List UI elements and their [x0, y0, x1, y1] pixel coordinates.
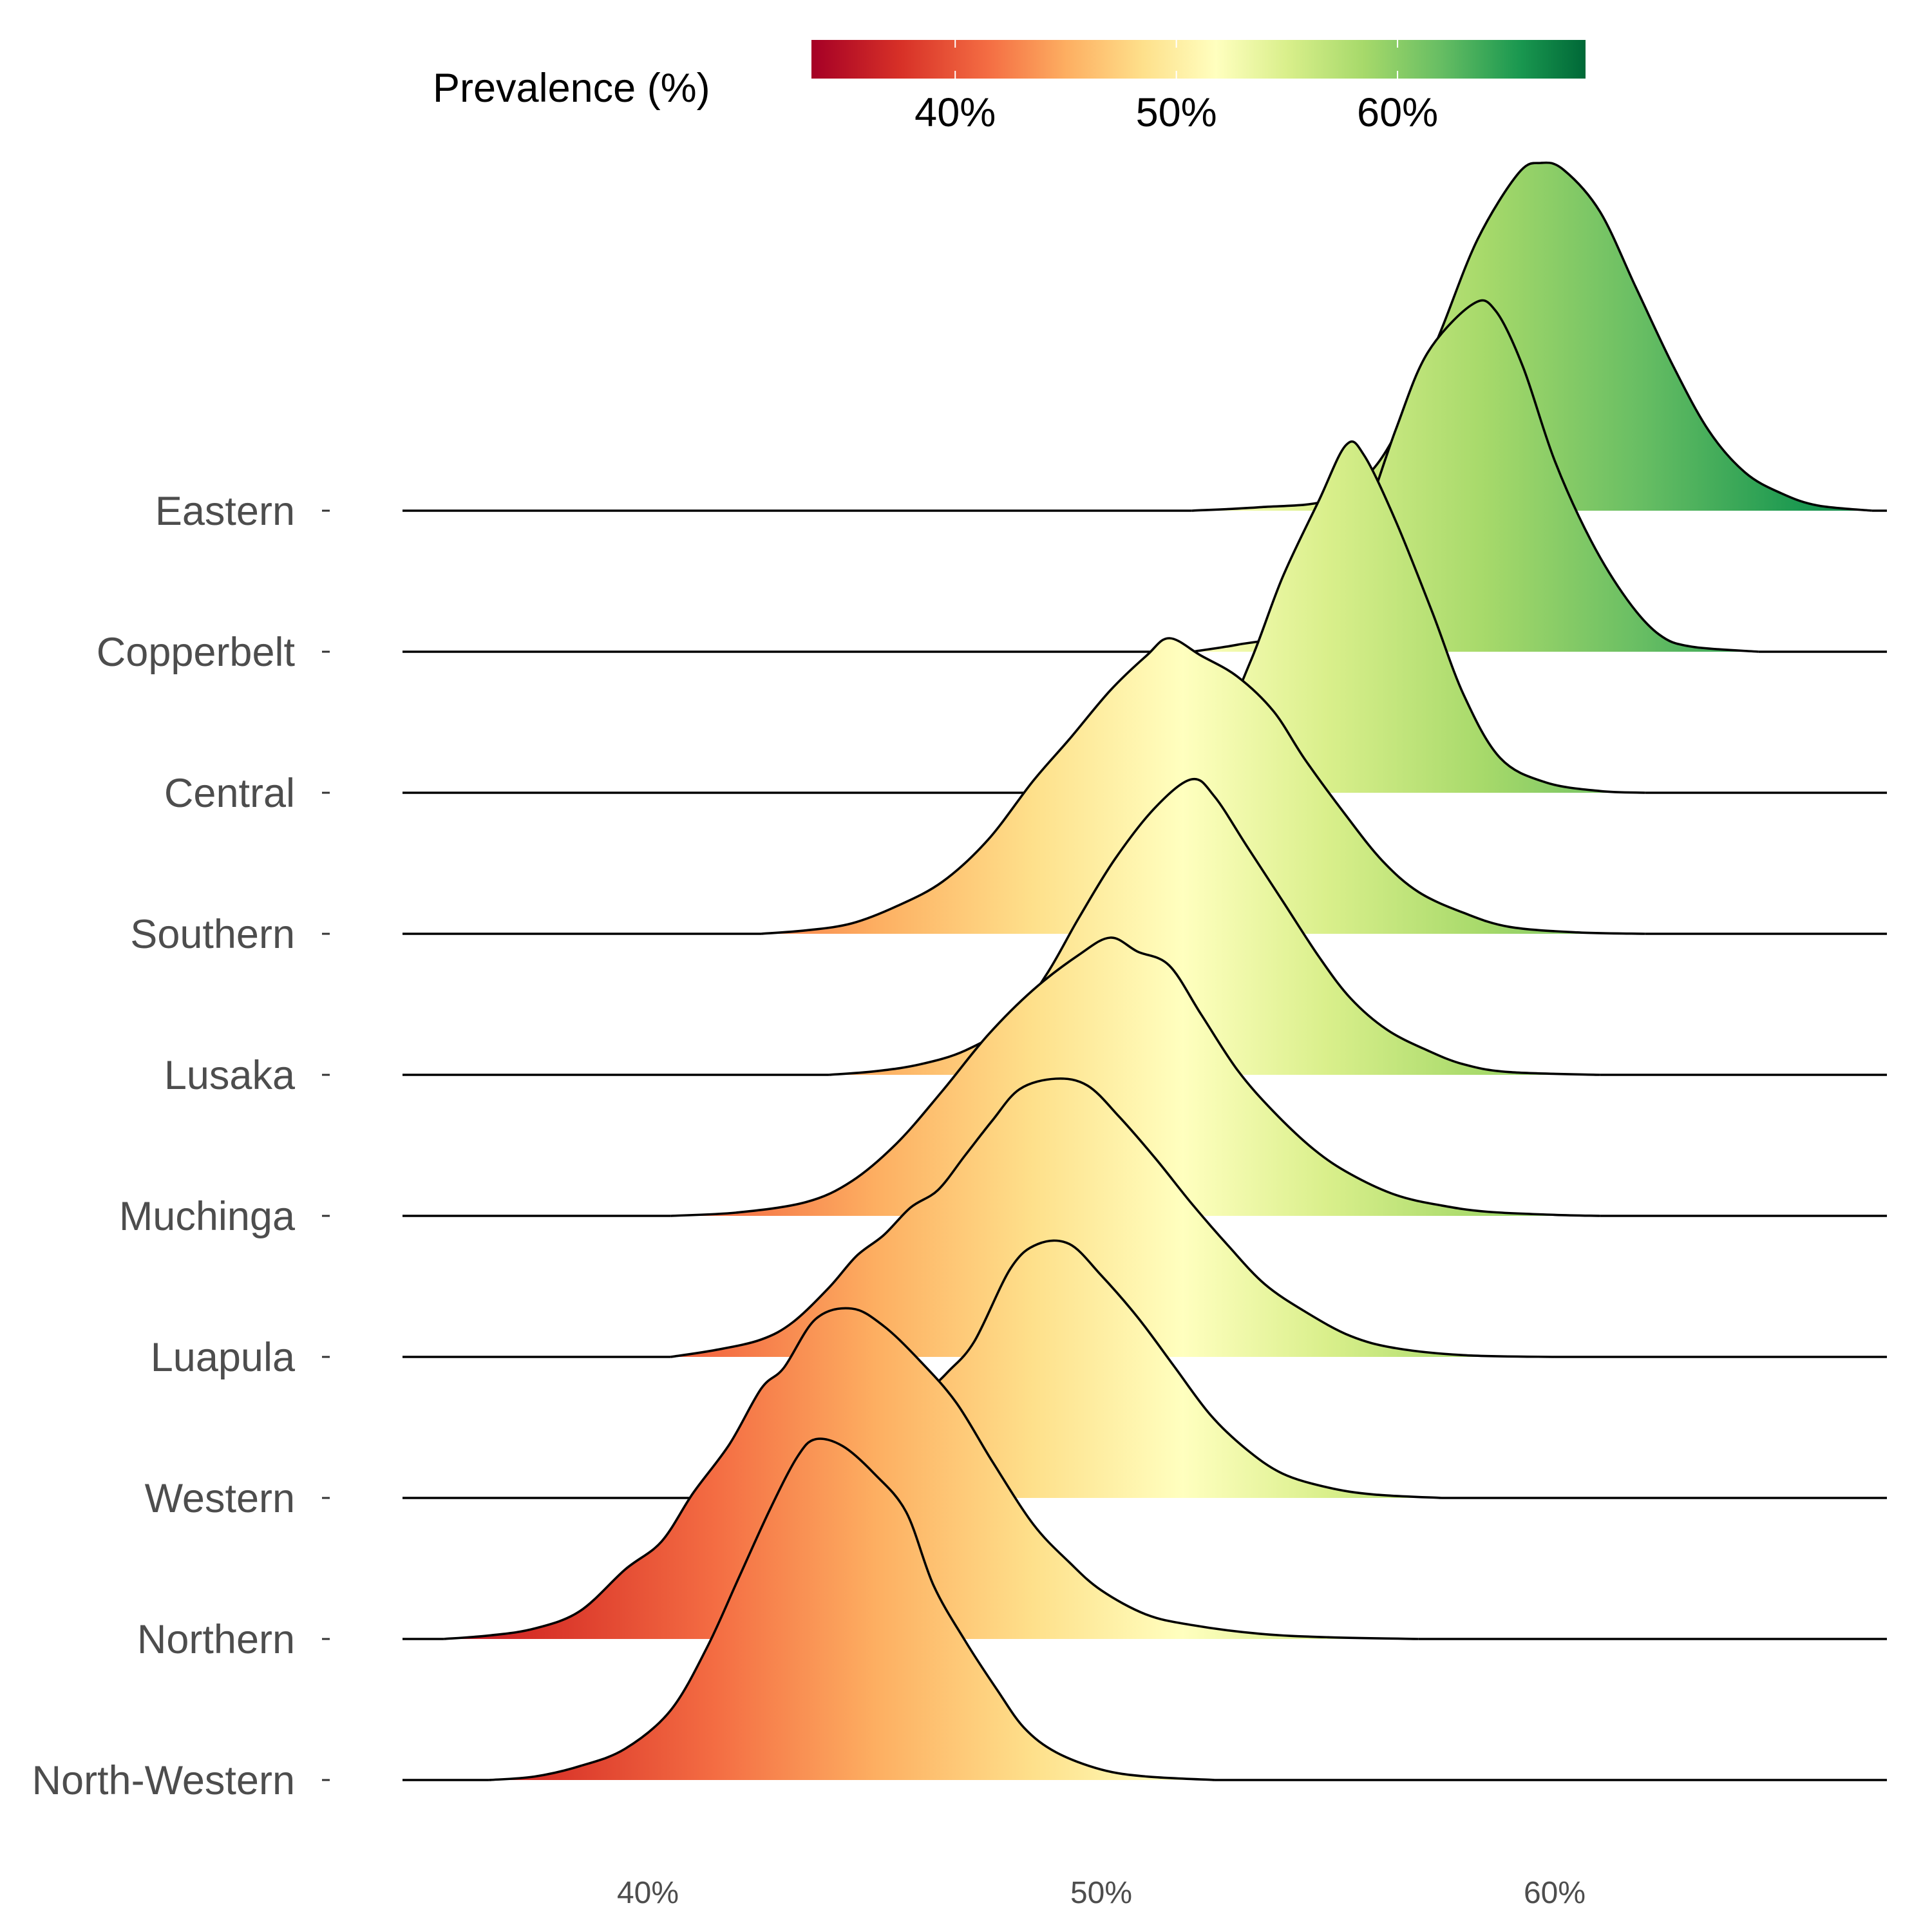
y-axis: Eastern Copperbelt Central Southern Lusaka Mu…: [32, 489, 330, 1803]
x-tick-label: 60%: [1524, 1876, 1586, 1910]
ridge-northern: [402, 1307, 1887, 1640]
x-tick-label: 40%: [617, 1876, 679, 1910]
ridge-outline-north-western: [489, 1437, 1215, 1781]
y-label-eastern: Eastern: [155, 489, 295, 534]
legend-tick-label: 60%: [1357, 90, 1438, 135]
ridge-fill-copperbelt: [1191, 300, 1759, 652]
y-label-western: Western: [145, 1476, 295, 1521]
ridge-north-western: [402, 1437, 1887, 1781]
y-label-copperbelt: Copperbelt: [97, 630, 296, 675]
ridge-muchinga: [402, 936, 1887, 1217]
legend-tick-label: 40%: [914, 90, 996, 135]
legend-ticks: 40% 50% 60%: [914, 40, 1438, 135]
x-tick-label: 50%: [1070, 1876, 1132, 1910]
ridge-fill-luapula: [670, 1078, 1555, 1357]
ridge-fill-north-western: [489, 1439, 1215, 1780]
y-label-central: Central: [164, 771, 295, 816]
y-label-southern: Southern: [130, 912, 295, 957]
y-label-muchinga: Muchinga: [119, 1194, 296, 1239]
ridge-outline-luapula: [670, 1077, 1555, 1358]
legend-colorbar: [811, 40, 1586, 79]
y-label-luapula: Luapula: [151, 1335, 296, 1380]
ridge-fill-northern: [444, 1308, 1419, 1639]
ridges: [402, 161, 1887, 1781]
ridge-eastern: [402, 161, 1887, 512]
ridge-fill-lusaka: [829, 779, 1600, 1075]
ridge-fill-central: [1033, 441, 1645, 793]
y-label-lusaka: Lusaka: [164, 1053, 296, 1098]
ridge-luapula: [402, 1077, 1887, 1358]
y-label-northern: Northern: [137, 1617, 295, 1662]
legend: Prevalence (%) 40% 50% 60%: [433, 40, 1586, 135]
x-axis: 40% 50% 60%: [617, 1876, 1586, 1910]
y-label-north-western: North-Western: [32, 1758, 295, 1803]
ridge-outline-southern: [761, 637, 1645, 935]
ridge-outline-northern: [444, 1307, 1419, 1640]
ridge-outline-muchinga: [670, 936, 1600, 1217]
ridge-fill-eastern: [1191, 162, 1872, 511]
legend-tick-label: 50%: [1136, 90, 1217, 135]
legend-title: Prevalence (%): [433, 66, 710, 111]
ridge-fill-muchinga: [670, 937, 1600, 1216]
